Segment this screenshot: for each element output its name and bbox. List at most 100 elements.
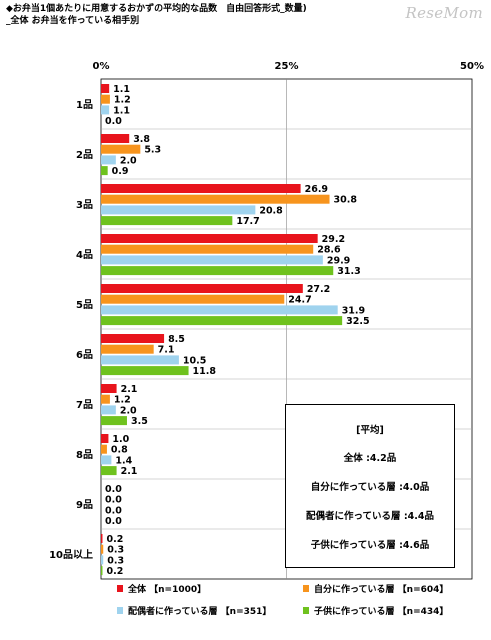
data-label: 32.5 — [346, 316, 369, 327]
bar — [101, 144, 141, 154]
bar — [101, 355, 179, 365]
bar — [101, 334, 165, 343]
data-label: 0.0 — [105, 516, 122, 527]
bar — [101, 344, 154, 354]
average-row-all: 全体 :4.2品 — [343, 453, 397, 464]
category-label: 7品 — [76, 399, 93, 411]
average-row-spouse: 配偶者に作っている層 :4.4品 — [306, 511, 434, 522]
data-label: 0.2 — [106, 566, 123, 577]
chart-title: ◆お弁当1個あたりに用意するおかずの平均的な品数 自由回答形式_数量) _全体 … — [6, 3, 307, 27]
bar — [101, 555, 104, 565]
data-label: 2.1 — [121, 466, 138, 477]
bar — [101, 266, 334, 276]
bar — [101, 194, 330, 204]
data-label: 2.1 — [121, 384, 138, 395]
category-label: 8品 — [76, 449, 93, 461]
data-label: 8.5 — [168, 334, 185, 345]
bar — [101, 444, 107, 454]
data-label: 30.8 — [334, 195, 358, 206]
category-label: 1品 — [76, 99, 93, 111]
legend-swatch — [117, 585, 123, 592]
bar — [101, 466, 117, 476]
data-label: 0.8 — [111, 445, 128, 456]
data-label: 0.9 — [112, 166, 129, 177]
data-label: 11.8 — [193, 366, 217, 377]
bar — [101, 434, 109, 443]
x-tick-label: 0% — [93, 61, 110, 72]
data-label: 7.1 — [158, 345, 175, 356]
bar — [101, 416, 127, 426]
category-label: 2品 — [76, 149, 93, 161]
data-label: 1.0 — [112, 434, 129, 445]
bar — [101, 105, 110, 115]
bar — [101, 216, 233, 226]
data-label: 1.4 — [115, 455, 132, 466]
bar — [101, 544, 104, 554]
category-label: 4品 — [76, 249, 93, 261]
data-label: 0.0 — [105, 116, 122, 127]
data-label: 0.3 — [107, 555, 124, 566]
legend-swatch — [303, 607, 309, 614]
category-label: 3品 — [76, 199, 93, 211]
category-label: 6品 — [76, 349, 93, 361]
data-label: 1.1 — [113, 84, 130, 95]
data-label: 27.2 — [307, 284, 330, 295]
legend-label: 自分に作っている層 【n=604】 — [314, 583, 448, 595]
bar — [101, 255, 323, 265]
data-label: 29.9 — [327, 255, 350, 266]
bar — [101, 384, 117, 393]
bar — [101, 534, 103, 543]
data-label: 31.3 — [337, 266, 360, 277]
data-label: 10.5 — [183, 355, 206, 366]
data-label: 0.3 — [107, 545, 124, 556]
bar — [101, 455, 112, 465]
bar — [101, 134, 130, 143]
data-label: 31.9 — [342, 305, 365, 316]
data-label: 5.3 — [144, 145, 161, 156]
data-label: 0.0 — [105, 484, 122, 495]
bar — [101, 316, 343, 326]
bar — [101, 205, 256, 215]
data-label: 24.7 — [288, 295, 311, 306]
legend-label: 全体 【n=1000】 — [127, 583, 206, 595]
average-heading: [平均] — [356, 425, 384, 436]
data-label: 0.2 — [106, 534, 123, 545]
bar — [101, 155, 116, 165]
data-label: 2.0 — [120, 155, 137, 166]
data-label: 26.9 — [305, 184, 328, 195]
bar — [101, 566, 103, 576]
data-label: 28.6 — [317, 245, 341, 256]
bar — [101, 94, 110, 104]
title-line-1: ◆お弁当1個あたりに用意するおかずの平均的な品数 自由回答形式_数量) — [6, 4, 307, 14]
data-label: 2.0 — [120, 405, 137, 416]
bar — [101, 244, 314, 254]
average-box: [平均] 全体 :4.2品 自分に作っている層 :4.0品 配偶者に作っている層… — [285, 404, 455, 568]
legend-label: 配偶者に作っている層 【n=351】 — [128, 605, 271, 617]
data-label: 3.5 — [131, 416, 148, 427]
data-label: 1.2 — [114, 95, 131, 106]
average-row-self: 自分に作っている層 :4.0品 — [310, 482, 430, 493]
bar — [101, 84, 110, 93]
bar — [101, 166, 108, 176]
bar — [101, 405, 116, 415]
legend-swatch — [117, 607, 123, 614]
bar — [101, 284, 303, 293]
data-label: 17.7 — [236, 216, 259, 227]
bar — [101, 366, 189, 376]
data-label: 20.8 — [259, 205, 283, 216]
data-label: 29.2 — [322, 234, 345, 245]
legend-swatch — [303, 585, 309, 592]
data-label: 0.0 — [105, 495, 122, 506]
category-label: 10品以上 — [49, 548, 93, 561]
bar — [101, 294, 285, 304]
x-tick-label: 25% — [275, 61, 299, 72]
data-label: 1.2 — [114, 395, 131, 406]
title-line-2: _全体 お弁当を作っている相手別 — [6, 16, 140, 26]
category-label: 9品 — [76, 499, 93, 511]
x-tick-label: 50% — [460, 61, 484, 72]
average-row-child: 子供に作っている層 :4.6品 — [310, 540, 430, 551]
bar — [101, 305, 338, 315]
watermark-logo: ReseMom — [405, 4, 483, 22]
category-label: 5品 — [76, 299, 93, 311]
